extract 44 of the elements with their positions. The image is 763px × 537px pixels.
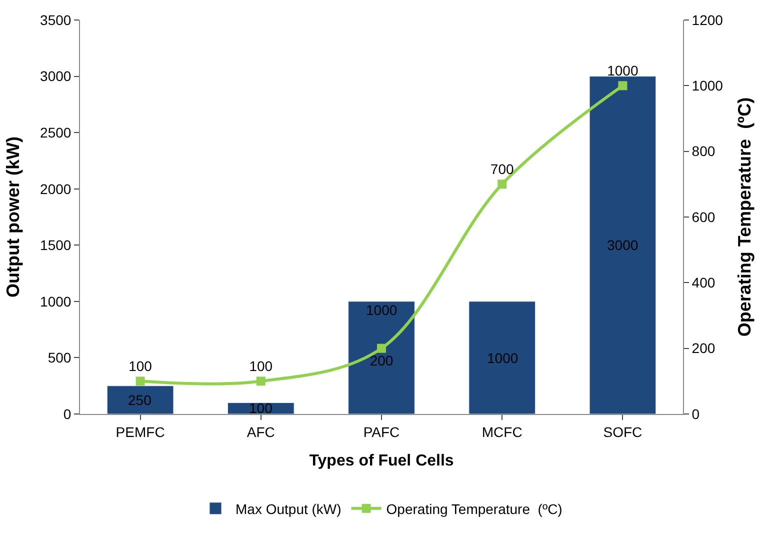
legend-label: Operating Temperature (ºC) [386, 500, 562, 517]
y-axis-title: Output power (kW) [3, 136, 24, 298]
data-label: 100 [249, 358, 273, 374]
data-label: 100 [128, 358, 152, 374]
point [618, 81, 628, 90]
data-label: 1000 [607, 62, 638, 79]
y2-tick-label: 800 [692, 143, 716, 160]
x-tick-label: MCFC [482, 424, 522, 440]
data-label: 100 [249, 400, 273, 416]
point [377, 344, 386, 353]
x-axis-title: Types of Fuel Cells [309, 452, 454, 470]
x-tick-label: PEMFC [116, 424, 165, 440]
point [136, 376, 145, 386]
bar [106, 386, 174, 414]
y-tick-label: 3500 [40, 12, 72, 28]
x-tick-label: AFC [246, 424, 275, 440]
data-label: 250 [128, 392, 152, 408]
point [256, 376, 266, 386]
y2-tick-label: 1200 [692, 12, 724, 28]
y-tick-label: 0 [63, 406, 72, 422]
bar [589, 76, 656, 414]
data-label: 1000 [487, 350, 518, 366]
legend-label: Max Output (kW) [236, 500, 342, 517]
y2-tick-label: 600 [692, 208, 716, 225]
y-tick-label: 3000 [40, 68, 72, 84]
y-tick-label: 1500 [40, 237, 72, 254]
data-label: 1000 [366, 302, 398, 318]
y-tick-label: 1000 [40, 293, 72, 310]
y2-tick-label: 400 [692, 274, 716, 291]
y2-tick-label: 1000 [692, 78, 724, 94]
x-tick-label: PAFC [363, 424, 400, 440]
bar [468, 301, 536, 414]
data-label: 700 [490, 161, 514, 178]
data-label: 200 [370, 352, 394, 368]
y2-axis-title: Operating Temperature (ºC) [734, 97, 754, 337]
data-label: 3000 [607, 237, 638, 253]
y-tick-label: 2500 [40, 124, 72, 140]
y-tick-label: 2000 [40, 180, 72, 197]
bar [348, 301, 415, 414]
y2-tick-label: 0 [692, 406, 700, 422]
point [498, 180, 507, 189]
x-tick-label: SOFC [603, 424, 642, 440]
y2-tick-label: 200 [692, 340, 716, 356]
y-tick-label: 500 [48, 350, 72, 366]
